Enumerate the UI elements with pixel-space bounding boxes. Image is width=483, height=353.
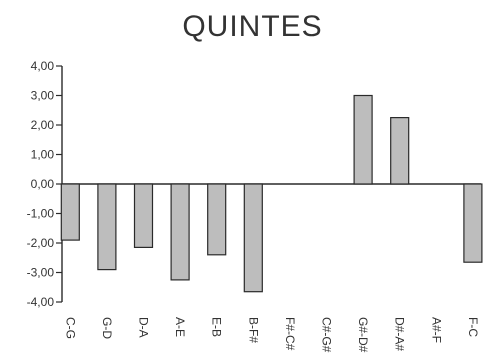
category-label: C-G [63,317,77,339]
y-tick-label: -1,00 [27,207,55,221]
category-label: C#-G# [320,317,334,353]
y-tick-label: -3,00 [27,266,55,280]
category-label: B-F# [246,317,260,343]
category-label: F#-C# [283,317,297,351]
bar [243,183,263,293]
bar [353,94,373,185]
category-label: D-A [137,317,151,338]
y-tick-label: 1,00 [31,148,55,162]
bars [60,94,483,293]
category-label: E-B [210,317,224,337]
x-category-labels: C-G G-D D-A A-E E-B B-F# F#-C# C#-G# G#-D# D#-A# A… [63,317,480,353]
bar [170,183,190,281]
bar [463,183,483,263]
category-label: A-E [173,317,187,337]
bar [97,183,117,271]
y-tick-labels: 4,00 3,00 2,00 1,00 0,00 -1,00 -2,00 -3,00 -4,00 [27,59,55,309]
category-label: A#-F [429,317,443,343]
y-tick-label: -4,00 [27,295,55,309]
bar [390,116,410,185]
y-tick-label: 3,00 [31,89,55,103]
bar [133,183,154,249]
axes [56,65,481,303]
bar [60,183,80,241]
y-tick-label: -2,00 [27,236,55,250]
category-label: G#-D# [356,317,370,353]
bar [207,183,227,256]
category-label: F-C [466,317,480,337]
category-label: D#-A# [393,317,407,351]
y-tick-label: 0,00 [31,177,55,191]
chart-title: QUINTES [182,10,323,43]
y-tick-label: 4,00 [31,59,55,73]
y-tick-label: 2,00 [31,118,55,132]
category-label: G-D [100,317,114,339]
